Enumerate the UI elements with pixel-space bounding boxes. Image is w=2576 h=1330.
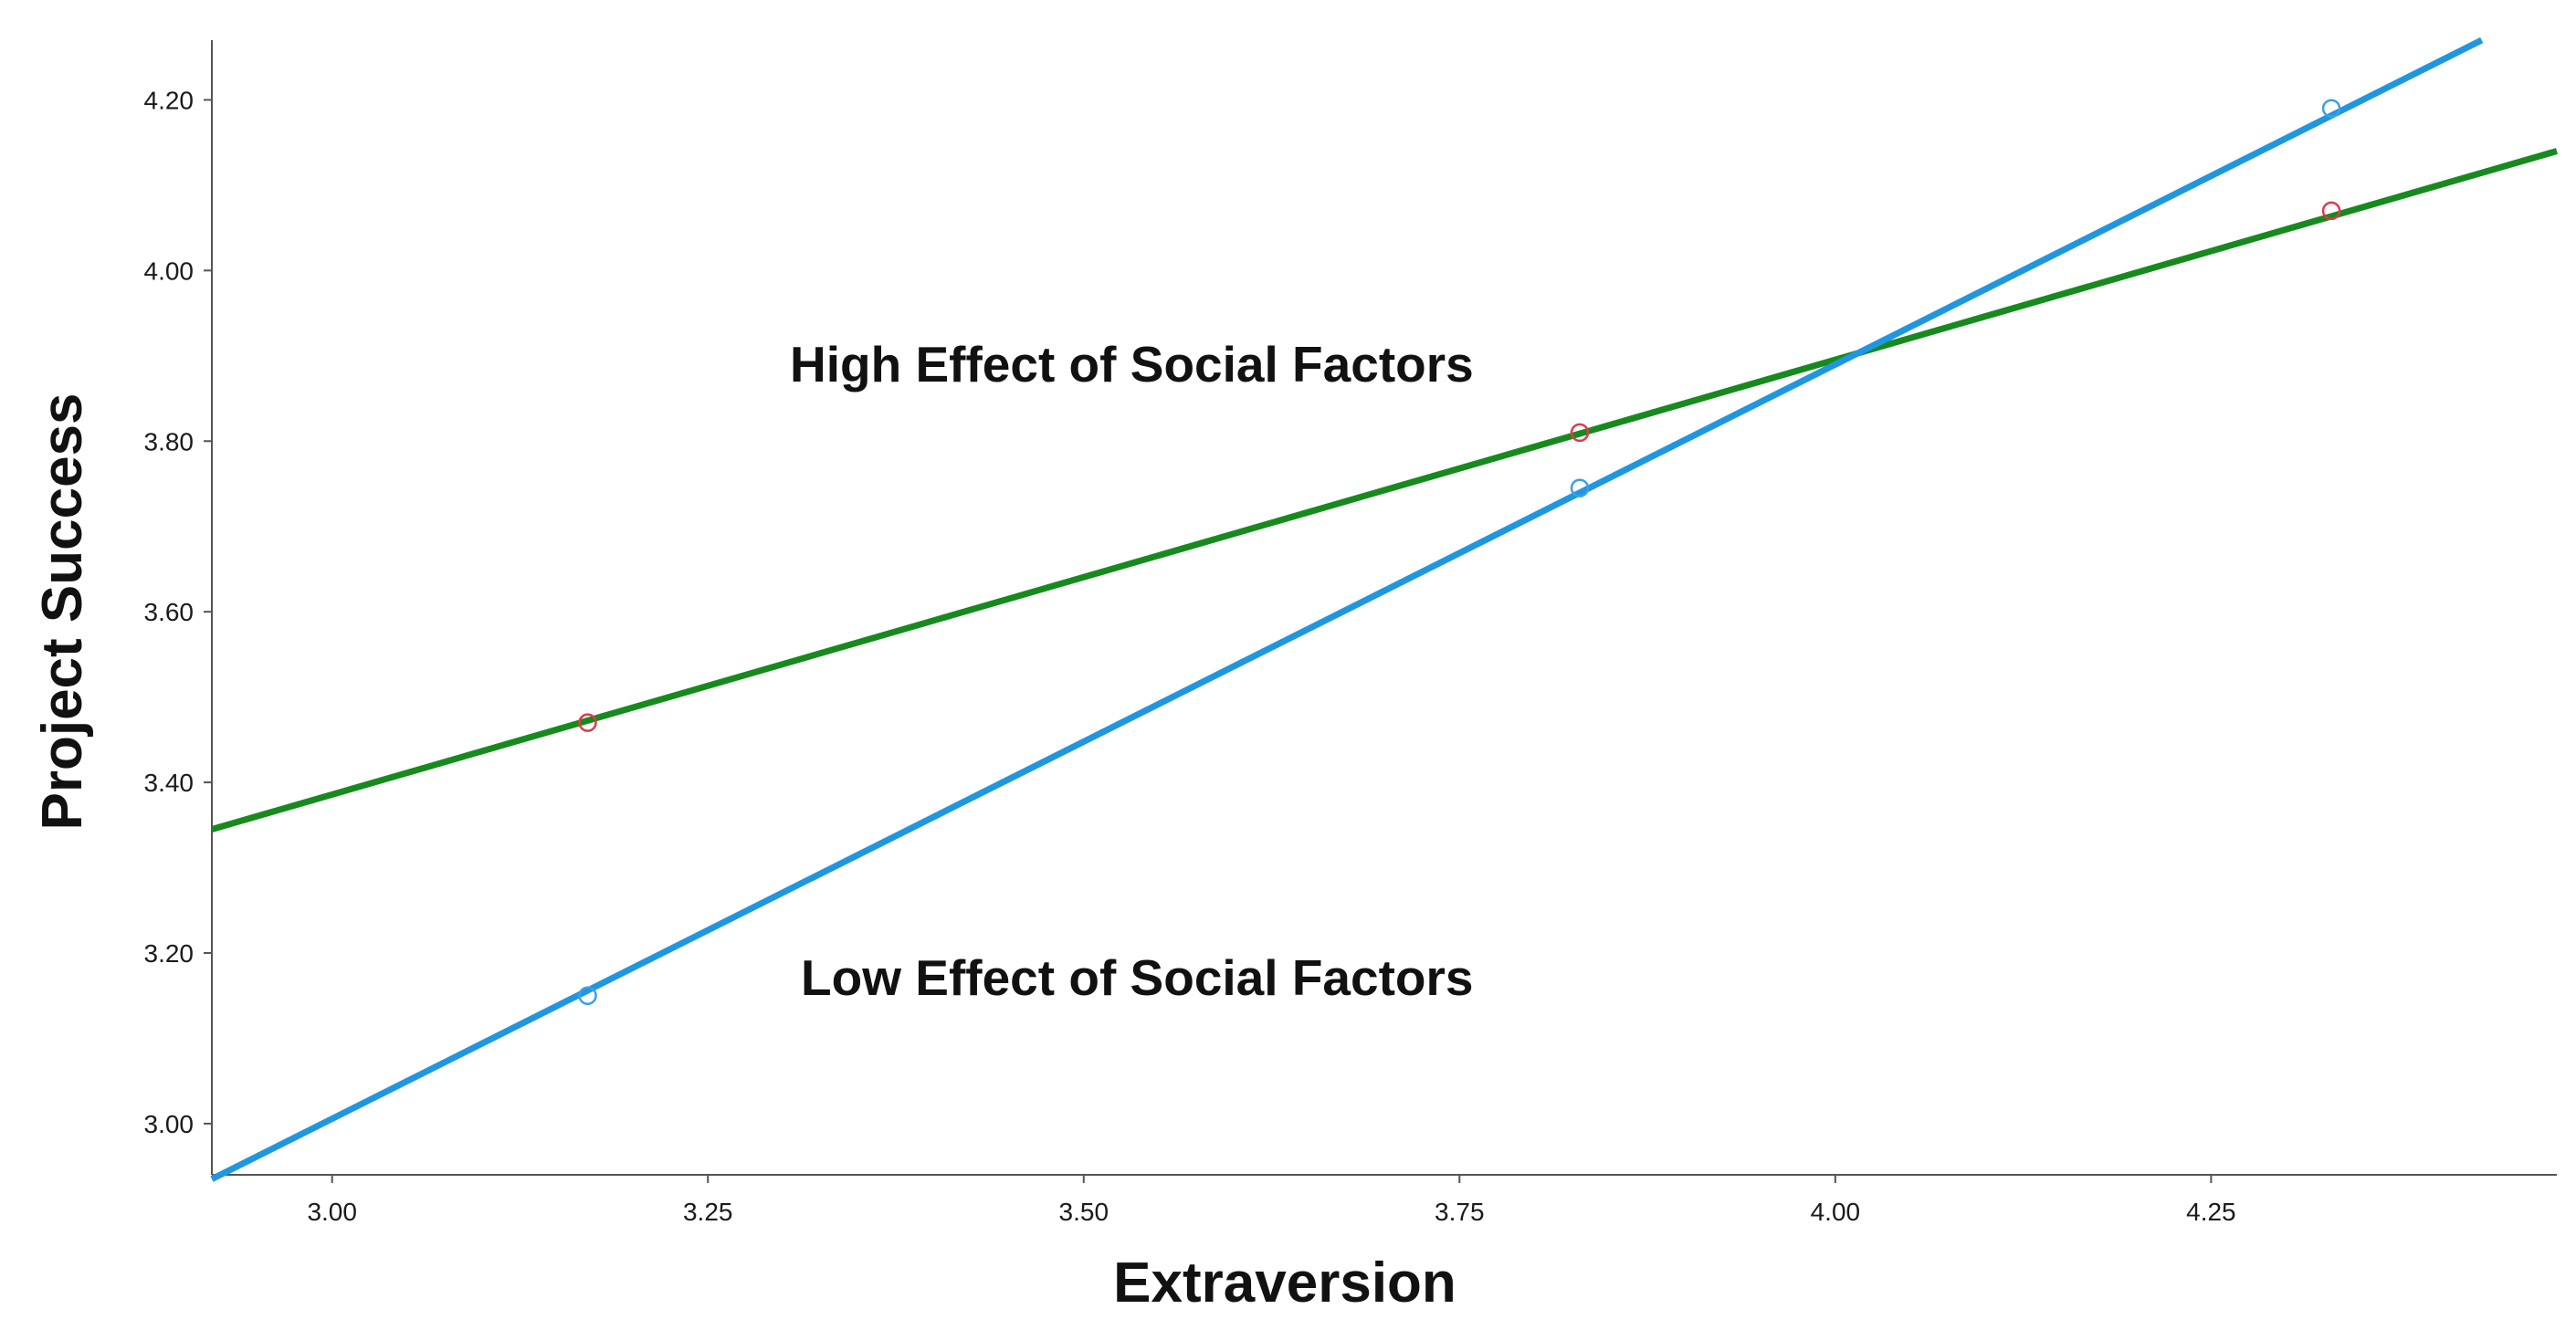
- marker-low-effect: [2321, 99, 2341, 119]
- x-tick-label: 3.75: [1435, 1198, 1485, 1226]
- annotation-high-effect: High Effect of Social Factors: [790, 336, 1474, 393]
- y-axis-ticks: 3.00 3.20 3.40 3.60 3.80 4.00 4.20: [144, 86, 212, 1138]
- y-tick-label: 3.20: [144, 939, 195, 968]
- x-tick-label: 3.00: [307, 1198, 357, 1226]
- x-tick-label: 3.50: [1059, 1198, 1109, 1226]
- y-axis-title: Project Success: [31, 393, 94, 830]
- marker-high-effect: [2321, 201, 2341, 221]
- series-markers: [578, 99, 2341, 1005]
- line-low-effect: [210, 37, 2484, 1182]
- y-tick-label: 3.60: [144, 598, 195, 626]
- x-tick-label: 4.25: [2186, 1198, 2236, 1226]
- x-tick-label: 3.25: [683, 1198, 733, 1226]
- y-tick-label: 4.20: [144, 86, 195, 114]
- y-tick-label: 3.00: [144, 1110, 195, 1138]
- y-tick-label: 3.40: [144, 769, 195, 797]
- marker-high-effect: [1570, 423, 1590, 443]
- x-axis-title: Extraversion: [1113, 1251, 1456, 1314]
- marker-high-effect: [578, 713, 597, 732]
- y-tick-label: 4.00: [144, 257, 195, 285]
- marker-low-effect: [578, 986, 597, 1005]
- annotation-low-effect: Low Effect of Social Factors: [801, 949, 1474, 1006]
- x-axis-ticks: 3.00 3.25 3.50 3.75 4.00 4.25: [307, 1175, 2236, 1226]
- series-lines: [210, 37, 2558, 1182]
- line-high-effect: [211, 148, 2558, 833]
- x-tick-label: 4.00: [1811, 1198, 1861, 1226]
- marker-low-effect: [1570, 478, 1590, 497]
- y-tick-label: 3.80: [144, 427, 195, 456]
